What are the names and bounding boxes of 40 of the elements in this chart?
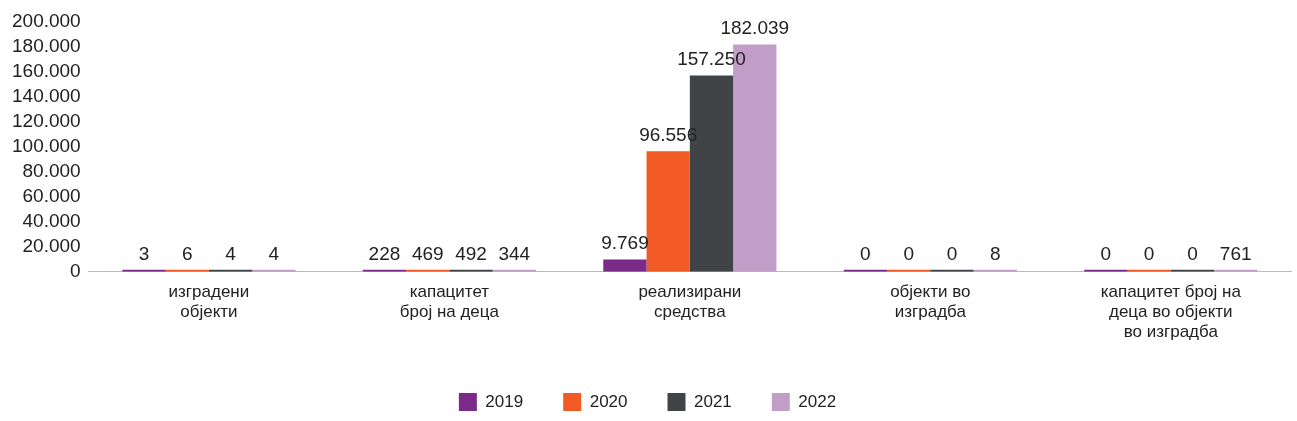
y-tick-label: 20.000 [22, 235, 81, 257]
x-tick-label: изградени објекти [168, 281, 250, 322]
data-label: 0 [946, 242, 958, 264]
data-label: 492 [455, 242, 487, 264]
legend-label: 2019 [485, 391, 524, 411]
y-tick-label: 140.000 [11, 85, 81, 107]
bar [603, 259, 647, 272]
data-label: 228 [368, 242, 401, 264]
y-tick-label: 0 [70, 260, 81, 282]
y-tick-label: 180.000 [11, 35, 81, 57]
data-label: 0 [1100, 242, 1112, 264]
data-label: 157.250 [677, 48, 746, 70]
y-tick-label: 60.000 [22, 185, 81, 207]
legend-label: 2022 [798, 391, 837, 411]
x-tick-label: објекти во изградба [890, 281, 971, 322]
legend-label: 2020 [589, 391, 628, 411]
y-tick-label: 200.000 [11, 10, 81, 32]
x-tick-label: капацитет број на деца [399, 281, 500, 322]
data-label: 0 [903, 242, 914, 264]
data-label: 8 [989, 242, 1001, 264]
data-label: 344 [498, 242, 531, 264]
data-label: 4 [268, 242, 280, 264]
data-label: 182.039 [720, 17, 790, 39]
bar [646, 151, 690, 272]
y-tick-label: 40.000 [22, 210, 81, 232]
x-tick-label: реализирани средства [638, 281, 742, 322]
data-label: 0 [860, 242, 871, 264]
y-tick-label: 160.000 [11, 60, 81, 82]
data-label: 3 [138, 242, 150, 264]
data-label: 0 [1187, 242, 1198, 264]
data-label: 469 [411, 242, 444, 264]
data-label: 761 [1219, 242, 1252, 264]
data-label: 0 [1143, 242, 1155, 264]
y-tick-label: 120.000 [11, 110, 81, 132]
data-label: 6 [181, 242, 193, 264]
x-tick-label: капацитет број на деца во објекти во изградба [1100, 281, 1242, 342]
y-tick-label: 100.000 [11, 135, 81, 157]
y-tick-label: 80.000 [22, 160, 81, 182]
data-label: 4 [225, 242, 237, 264]
legend-label: 2021 [694, 391, 732, 411]
